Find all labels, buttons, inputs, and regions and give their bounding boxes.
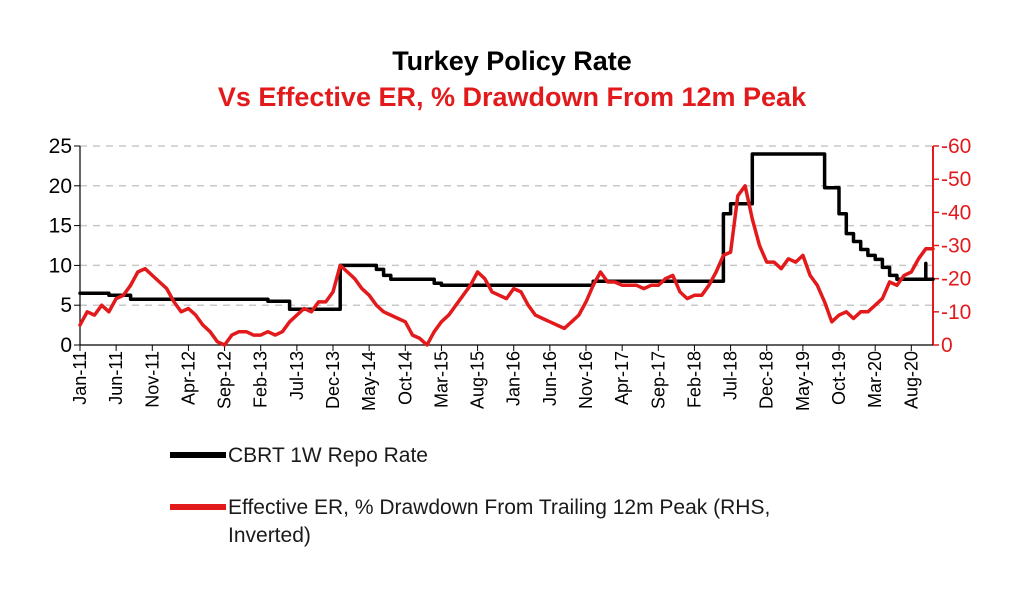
left-tick-label: 20 xyxy=(49,175,72,198)
left-tick-label: 0 xyxy=(60,334,72,357)
x-tick-label: Nov-16 xyxy=(576,351,596,409)
x-tick-label: Jun-11 xyxy=(106,351,126,405)
chart-subtitle: Vs Effective ER, % Drawdown From 12m Pea… xyxy=(218,82,807,112)
series-line-er-drawdown xyxy=(78,184,935,347)
legend: CBRT 1W Repo Rate Effective ER, % Drawdo… xyxy=(170,444,776,547)
right-tick-label: 0 xyxy=(941,334,953,357)
right-tick-label: -20 xyxy=(941,268,971,291)
x-tick-label: May-19 xyxy=(793,351,813,411)
x-tick-label: Jun-16 xyxy=(540,351,560,406)
left-tick-label: 25 xyxy=(49,135,72,158)
x-tick-label: Dec-18 xyxy=(757,351,777,409)
grid-lines xyxy=(80,145,933,306)
right-tick-label: -40 xyxy=(941,201,971,224)
series-lines xyxy=(78,152,935,347)
x-tick-label: Apr-17 xyxy=(612,351,632,405)
right-tick-label: -60 xyxy=(941,135,971,158)
right-tick-label: -10 xyxy=(941,301,971,324)
left-tick-label: 15 xyxy=(49,215,72,238)
x-tick-label: Aug-20 xyxy=(901,351,921,409)
x-tick-label: Oct-19 xyxy=(829,351,849,405)
x-tick-label: Sep-17 xyxy=(648,351,668,409)
x-tick-label: Oct-14 xyxy=(395,351,415,405)
x-tick-label: Jul-13 xyxy=(287,351,307,400)
left-axis-ticks: 0 5 10 15 20 25 xyxy=(49,135,80,357)
left-tick-label: 10 xyxy=(49,254,72,277)
x-tick-label: Aug-15 xyxy=(468,351,488,409)
x-tick-label: Apr-12 xyxy=(178,351,198,405)
right-tick-label: -50 xyxy=(941,168,971,191)
x-tick-label: Jan-11 xyxy=(70,351,90,405)
right-axis-ticks: 0 -10 -20 -30 -40 -50 -60 xyxy=(933,135,971,357)
x-tick-label: Mar-20 xyxy=(865,351,885,408)
legend-label-repo: CBRT 1W Repo Rate xyxy=(228,444,428,467)
right-tick-label: -30 xyxy=(941,235,971,258)
x-tick-label: Nov-11 xyxy=(142,351,162,408)
x-tick-label: Feb-13 xyxy=(251,351,271,408)
legend-label-er-line1: Effective ER, % Drawdown From Trailing 1… xyxy=(228,496,770,519)
x-tick-label: Feb-18 xyxy=(684,351,704,408)
x-tick-label: May-14 xyxy=(359,351,379,411)
x-tick-label: Sep-12 xyxy=(215,351,235,409)
axes xyxy=(79,146,934,346)
legend-label-er: Effective ER, % Drawdown From Trailing 1… xyxy=(228,496,776,547)
left-tick-label: 5 xyxy=(60,294,72,317)
x-tick-label: Mar-15 xyxy=(431,351,451,408)
x-tick-label: Jul-18 xyxy=(721,351,741,400)
x-axis-ticks: Jan-11 Jun-11 Nov-11 Apr-12 Sep-12 Feb-13 Jul-… xyxy=(70,345,921,411)
x-tick-label: Jan-16 xyxy=(504,351,524,406)
legend-label-er-line2: Inverted) xyxy=(228,524,311,547)
x-tick-label: Dec-13 xyxy=(323,351,343,409)
chart-title: Turkey Policy Rate xyxy=(392,46,632,76)
series-line-repo-rate xyxy=(78,152,935,311)
